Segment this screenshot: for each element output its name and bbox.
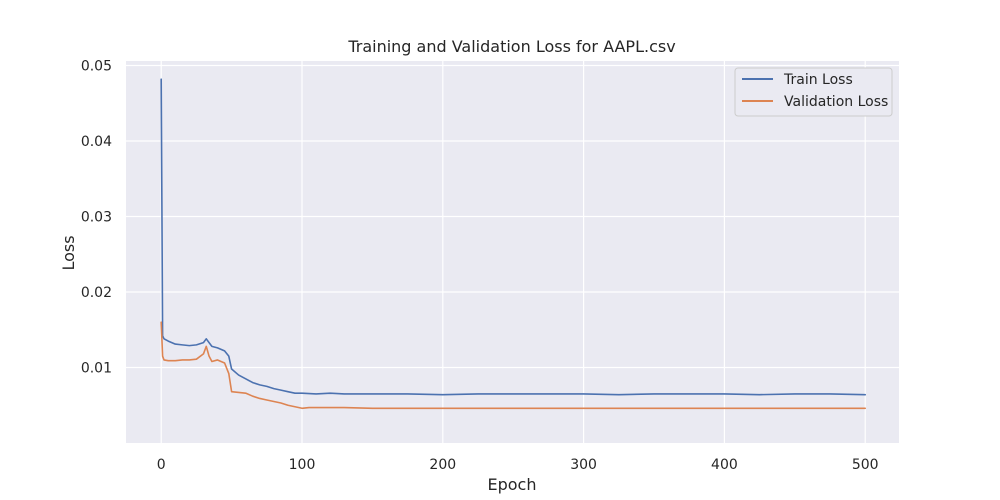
chart-title: Training and Validation Loss for AAPL.cs… xyxy=(347,37,675,56)
x-axis-label: Epoch xyxy=(488,475,537,494)
x-tick-label: 500 xyxy=(852,457,879,473)
y-tick-label: 0.05 xyxy=(81,59,112,75)
y-tick-label: 0.03 xyxy=(81,210,112,226)
x-tick-label: 400 xyxy=(711,457,738,473)
y-tick-label: 0.01 xyxy=(81,361,112,377)
y-tick-label: 0.04 xyxy=(81,134,112,150)
x-axis-ticks: 0 100 200 300 400 500 xyxy=(157,457,879,473)
series-line-validation-loss xyxy=(160,321,867,410)
y-tick-label: 0.02 xyxy=(81,285,112,301)
series-layer xyxy=(160,78,867,410)
x-tick-label: 300 xyxy=(570,457,597,473)
x-tick-label: 0 xyxy=(157,457,166,473)
x-tick-label: 100 xyxy=(289,457,316,473)
grid xyxy=(126,61,899,443)
series-line-train-loss xyxy=(160,78,867,396)
plot-area xyxy=(126,61,899,443)
y-axis-ticks: 0.01 0.02 0.03 0.04 0.05 xyxy=(81,59,112,377)
y-axis-label: Loss xyxy=(59,235,78,270)
x-tick-label: 200 xyxy=(429,457,456,473)
legend: Train Loss Validation Loss xyxy=(734,67,893,117)
legend-label-validation-loss: Validation Loss xyxy=(784,94,888,110)
legend-label-train-loss: Train Loss xyxy=(783,72,853,88)
legend-box xyxy=(734,67,893,117)
